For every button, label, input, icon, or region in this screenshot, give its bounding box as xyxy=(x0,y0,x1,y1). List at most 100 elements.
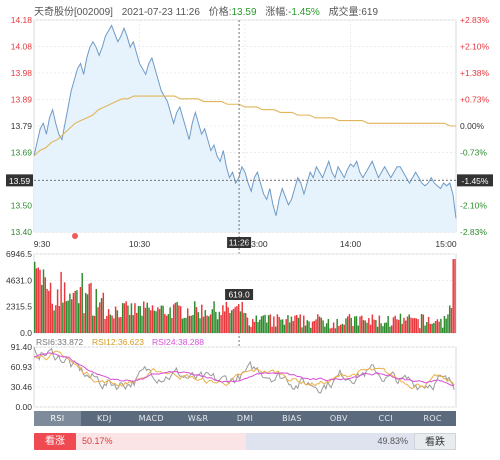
volume-bar xyxy=(368,318,370,333)
volume-bar xyxy=(301,327,303,333)
volume-bar xyxy=(346,316,349,333)
price-line xyxy=(33,24,457,219)
volume-bar xyxy=(164,313,166,333)
volume-bar xyxy=(292,321,294,333)
tab-cci[interactable]: CCI xyxy=(378,414,393,423)
volume-bar xyxy=(357,325,359,333)
change-label: 涨幅: xyxy=(265,7,289,18)
volume-bar xyxy=(396,319,398,333)
volume-bar xyxy=(67,300,69,333)
volume-bar xyxy=(352,326,354,333)
volume-bar xyxy=(186,308,189,333)
volume-bar xyxy=(79,287,82,333)
tab-obv[interactable]: OBV xyxy=(329,414,348,423)
volume-bar xyxy=(160,305,163,333)
volume-bar xyxy=(69,293,71,333)
volume-bar xyxy=(171,317,173,333)
volume-bar xyxy=(114,306,117,333)
pct-tick-label: +0.73% xyxy=(460,95,490,105)
time-tick-label: 9:30 xyxy=(34,239,51,249)
volume-bar xyxy=(218,311,221,333)
volume-bar xyxy=(260,316,263,333)
volume-bar xyxy=(95,288,97,333)
volume-bar xyxy=(371,314,374,333)
volume-bar xyxy=(422,314,425,333)
tab-bias[interactable]: BIAS xyxy=(282,414,302,423)
volume-bar xyxy=(188,315,191,333)
volume-bar xyxy=(90,282,92,333)
volume-bar xyxy=(273,316,275,333)
time-tick-label: 15:00 xyxy=(435,239,457,249)
volume-bar xyxy=(144,307,147,333)
volume-bar xyxy=(158,309,161,333)
bearish-button[interactable]: 看跌 xyxy=(414,433,456,450)
chart-header: 天奇股份[002009] 2021-07-23 11:26 价格:13.59 涨… xyxy=(34,3,384,18)
volume-bar xyxy=(143,301,145,333)
tab-macd[interactable]: MACD xyxy=(138,414,164,423)
volume-bar xyxy=(389,326,391,333)
volume-bar xyxy=(39,269,41,333)
volume-bar xyxy=(100,298,103,333)
volume-bar xyxy=(406,316,409,333)
tab-kdj[interactable]: KDJ xyxy=(97,414,112,423)
tab-wr[interactable]: W&R xyxy=(187,414,209,423)
volume-bar xyxy=(415,318,418,333)
volume-bar xyxy=(308,321,310,333)
volume-bar xyxy=(121,303,124,333)
volume-bar xyxy=(378,315,381,333)
volume-bar xyxy=(176,301,178,333)
volume-bar xyxy=(266,322,268,333)
volume-bar xyxy=(448,305,451,333)
volume-bar xyxy=(255,315,258,333)
volume-bar xyxy=(153,310,156,333)
volume-bar xyxy=(317,314,319,333)
bearish-fill xyxy=(245,433,414,450)
volume-crosshair-label: 619.0 xyxy=(228,290,250,300)
bullish-button[interactable]: 看涨 xyxy=(34,433,76,450)
volume-bar xyxy=(111,315,113,333)
volume-bar xyxy=(178,305,180,333)
volume-bar xyxy=(123,303,126,333)
volume-bar xyxy=(165,315,168,333)
tab-dmi[interactable]: DMI xyxy=(236,414,254,423)
volume-bar xyxy=(394,315,396,333)
volume-bar xyxy=(441,327,444,333)
bullish-percent: 50.17% xyxy=(82,436,113,446)
volume-bar xyxy=(245,313,247,333)
volume-bar xyxy=(440,318,442,333)
volume-bar xyxy=(324,326,326,333)
rsi12-legend: RSI12:36.623 xyxy=(92,337,144,347)
volume-bar xyxy=(34,261,36,333)
pct-tick-label: -2.83% xyxy=(460,227,487,237)
volume-bar xyxy=(42,269,45,333)
volume-bar xyxy=(222,305,224,333)
volume-bar xyxy=(44,277,47,333)
volume-bar xyxy=(343,324,345,333)
rsi24-legend: RSI24:38.288 xyxy=(152,337,204,347)
volume-bar xyxy=(56,289,59,333)
tab-rsi[interactable]: RSI xyxy=(34,411,81,426)
volume-bar xyxy=(216,319,219,333)
tab-roc[interactable]: ROC xyxy=(423,414,442,423)
volume-bar xyxy=(325,323,328,333)
volume-tick-label: 6946.5 xyxy=(6,249,32,259)
volume-bar xyxy=(252,319,254,333)
volume-bar xyxy=(375,320,377,333)
volume-bar xyxy=(106,315,108,333)
volume-bar xyxy=(243,312,245,333)
stock-name: 天奇股份[002009] xyxy=(34,7,113,18)
volume-bar xyxy=(392,317,395,333)
volume-bar xyxy=(306,320,308,333)
header-datetime: 2021-07-23 11:26 xyxy=(121,7,200,18)
volume-bar xyxy=(285,319,287,333)
volume-bar xyxy=(354,316,356,333)
volume-bar xyxy=(167,314,170,333)
volume-bar xyxy=(246,317,249,333)
volume-bar xyxy=(376,326,379,333)
pct-tick-label: 0.00% xyxy=(460,121,485,131)
volume-bar xyxy=(410,317,412,333)
volume-bar xyxy=(315,319,317,333)
chart-area[interactable]: 14.18 +2.83% 14.08 +2.10% 13.98 +1.38% 13.89 +0… xyxy=(0,0,500,430)
volume-bar xyxy=(355,316,358,333)
pct-tick-label: +1.38% xyxy=(460,68,490,78)
